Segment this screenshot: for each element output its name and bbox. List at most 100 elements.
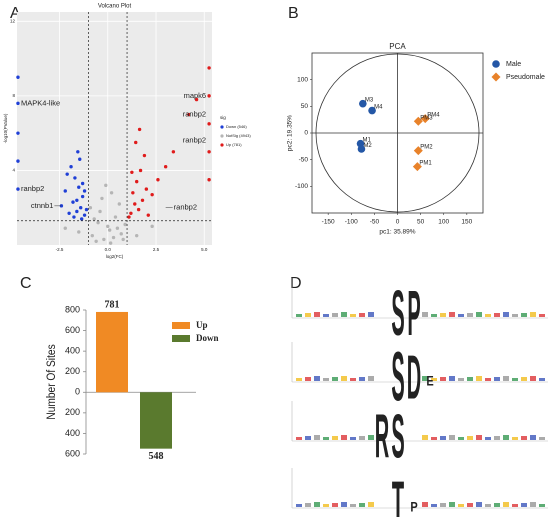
logo-noise — [530, 502, 536, 507]
logo-noise — [512, 314, 518, 317]
legend-swatch — [220, 125, 224, 129]
logo-noise — [476, 502, 482, 507]
logo-noise — [521, 377, 527, 381]
point — [357, 145, 366, 153]
logo-noise — [440, 503, 446, 507]
logo-noise — [449, 376, 455, 381]
legend-label: Up (781) — [226, 142, 242, 147]
logo-noise — [458, 378, 464, 381]
logo-noise — [458, 437, 464, 440]
point — [146, 213, 150, 217]
logo-noise — [521, 313, 527, 317]
logo-noise — [314, 312, 320, 317]
point — [119, 232, 123, 236]
logo-noise — [296, 314, 302, 317]
point — [207, 150, 211, 154]
point — [136, 207, 141, 212]
y-tick-label: 100 — [297, 76, 308, 83]
point — [207, 178, 211, 182]
logo-noise — [431, 437, 437, 440]
point — [413, 146, 423, 156]
point — [96, 220, 100, 225]
y-tick-label: 200 — [65, 407, 80, 417]
logo-noise — [476, 435, 482, 440]
logo-noise — [530, 312, 536, 317]
point — [75, 209, 79, 214]
logo-noise — [359, 436, 365, 440]
point — [76, 150, 80, 154]
point — [65, 172, 69, 176]
y-tick-label: 8 — [12, 93, 15, 98]
point — [16, 101, 20, 106]
point-label: PM4 — [427, 113, 440, 119]
logo-noise — [359, 503, 365, 507]
point — [207, 94, 211, 98]
point — [127, 215, 131, 219]
logo-noise — [512, 504, 518, 507]
point — [102, 237, 106, 242]
logo-noise — [449, 435, 455, 440]
logo-noise — [494, 377, 500, 381]
point-label: M3 — [365, 98, 374, 104]
point — [129, 211, 133, 216]
point — [98, 209, 102, 214]
x-axis-label: log2(FC) — [106, 254, 124, 259]
logo-noise — [323, 314, 329, 317]
logo-noise — [296, 378, 302, 381]
point — [113, 215, 118, 219]
panel-letter: D — [290, 275, 302, 292]
point — [80, 181, 85, 186]
annotation: ranbp2 — [21, 184, 44, 193]
point — [111, 235, 116, 240]
logo-noise — [485, 504, 491, 507]
point — [104, 183, 108, 188]
point — [121, 237, 125, 242]
logo-noise — [539, 314, 545, 317]
point — [71, 200, 75, 204]
y-axis-label: pc2: 19.35% — [287, 115, 294, 151]
logo-noise — [503, 376, 509, 381]
legend-swatch — [220, 143, 224, 147]
point — [109, 191, 114, 195]
point-label: PM3 — [420, 115, 433, 121]
point — [94, 239, 98, 243]
point — [368, 106, 376, 115]
logo-noise — [314, 435, 320, 440]
x-tick-label: 2.5 — [153, 247, 160, 252]
y-tick-label: 800 — [65, 304, 80, 314]
point — [194, 97, 199, 102]
logo-noise — [467, 503, 473, 507]
logo-noise — [305, 436, 311, 440]
logo-noise — [503, 435, 509, 440]
y-axis-label: -log10(PValue) — [3, 113, 8, 143]
point — [77, 230, 81, 234]
logo-noise — [422, 502, 428, 507]
panel-letter: B — [288, 5, 299, 22]
annotation: mapk6 — [184, 91, 207, 100]
legend-swatch — [172, 335, 190, 342]
point — [115, 226, 120, 230]
logo-letter: R — [375, 401, 389, 471]
legend-swatch — [491, 72, 501, 82]
legend-label: Male — [506, 61, 521, 68]
logo-noise — [341, 435, 347, 440]
point — [135, 179, 139, 184]
point — [150, 224, 154, 229]
logo-noise — [458, 504, 464, 507]
annotation: ranbp2 — [183, 136, 206, 145]
logo-noise — [440, 377, 446, 381]
legend-swatch — [492, 60, 500, 68]
y-tick-label: 200 — [65, 366, 80, 376]
logo-noise — [521, 503, 527, 507]
logo-noise — [305, 377, 311, 381]
y-tick-label: -50 — [299, 156, 309, 163]
logo-noise — [422, 376, 428, 381]
logo-letter: S — [391, 338, 404, 415]
point — [16, 187, 20, 191]
logo-noise — [422, 435, 428, 440]
annotation: ctnnb1 — [31, 201, 54, 210]
point — [413, 116, 423, 126]
point — [142, 153, 147, 158]
bar — [140, 392, 172, 449]
